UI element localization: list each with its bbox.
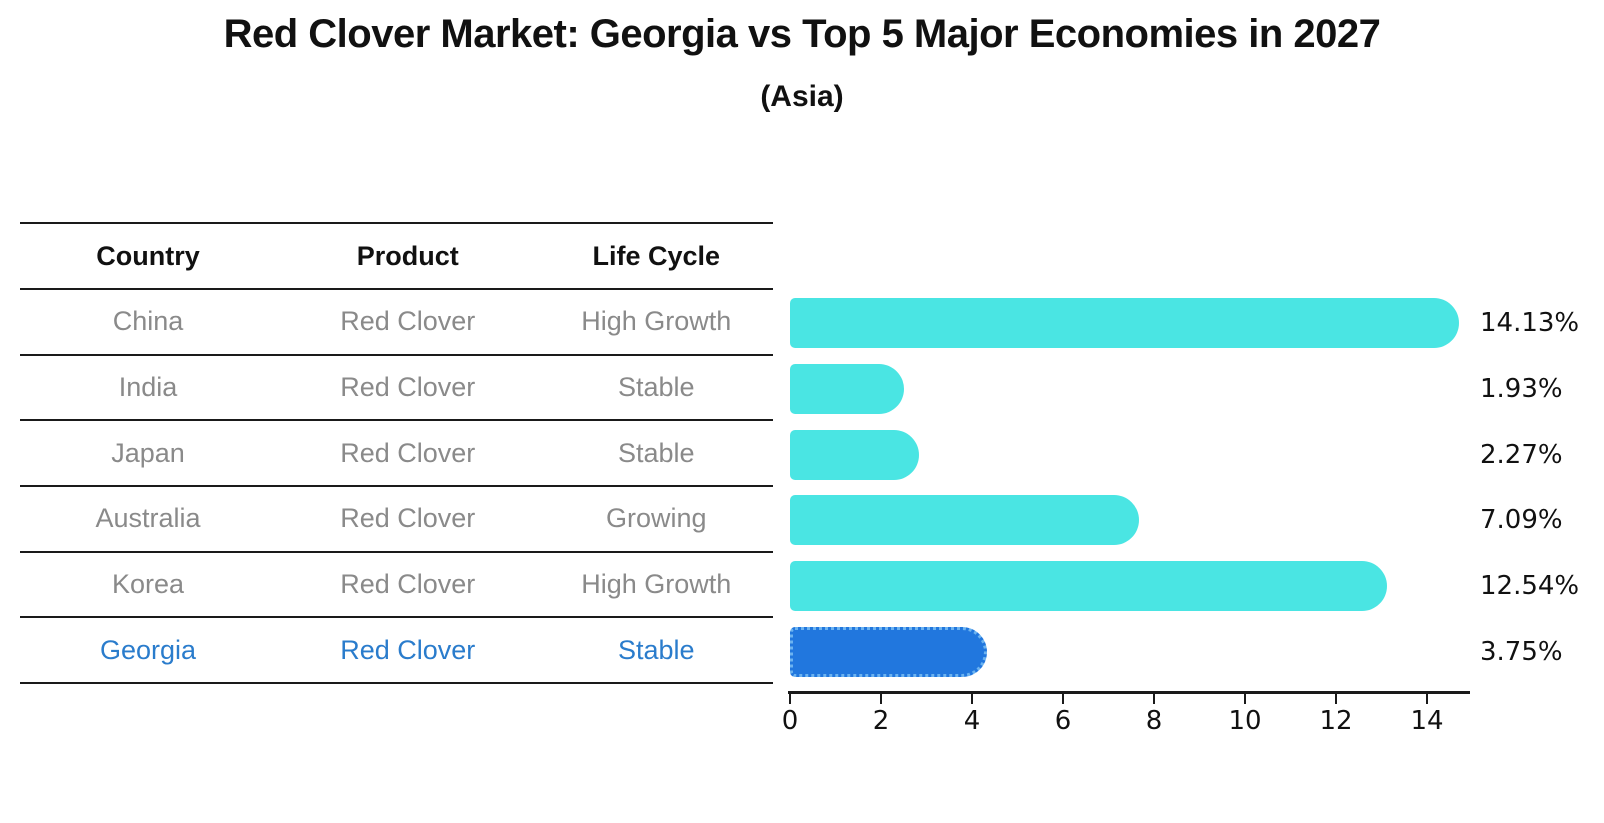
bar-value-label: 12.54% [1480, 570, 1580, 601]
cell-product: Red Clover [340, 503, 476, 534]
x-axis-tick [1425, 693, 1429, 704]
bar-japan [790, 429, 920, 480]
chart-subtitle: (Asia) [760, 80, 844, 113]
cell-country: China [112, 306, 184, 337]
bar-value-label: 7.09% [1480, 505, 1563, 536]
x-axis-tick [1152, 693, 1156, 704]
market-table: Country Product Life Cycle China Red Clo… [20, 222, 773, 685]
x-axis-tick [879, 693, 883, 704]
table-body: China Red Clover High Growth India Red C… [20, 290, 773, 685]
x-axis-tick [970, 693, 974, 704]
header-product: Product [356, 240, 459, 271]
table-row: Japan Red Clover Stable [20, 421, 773, 488]
cell-product: Red Clover [340, 437, 476, 468]
bar-georgia [790, 626, 987, 677]
chart-title: Red Clover Market: Georgia vs Top 5 Majo… [223, 12, 1381, 56]
x-axis-tick [1334, 693, 1338, 704]
cell-life-cycle: Stable [617, 372, 695, 403]
cell-product: Red Clover [340, 634, 476, 665]
x-axis-tick-label: 8 [1145, 706, 1163, 736]
header-life-cycle: Life Cycle [592, 240, 721, 271]
table-row: Korea Red Clover High Growth [20, 553, 773, 619]
cell-life-cycle: Growing [606, 503, 707, 534]
x-axis-tick-label: 12 [1319, 706, 1353, 736]
cell-product: Red Clover [340, 306, 476, 337]
cell-life-cycle: High Growth [581, 569, 732, 600]
x-axis-tick-label: 2 [872, 706, 890, 736]
x-axis-tick-label: 10 [1228, 706, 1262, 736]
cell-life-cycle: Stable [617, 437, 695, 468]
x-axis-tick-label: 4 [963, 706, 981, 736]
cell-country: Australia [95, 503, 201, 534]
table-row: Australia Red Clover Growing [20, 487, 773, 553]
x-axis-tick-label: 14 [1410, 706, 1444, 736]
header-country: Country [96, 240, 200, 271]
cell-life-cycle: Stable [617, 634, 695, 665]
x-axis-tick [1061, 693, 1065, 704]
cell-country: Japan [111, 437, 185, 468]
cell-product: Red Clover [340, 569, 476, 600]
cell-country: India [118, 372, 178, 403]
table-row: Georgia Red Clover Stable [20, 618, 773, 685]
bar-korea [790, 560, 1387, 611]
x-axis-tick [788, 693, 792, 704]
x-axis-line [788, 691, 1470, 694]
cell-country: Korea [111, 569, 185, 600]
bar-china [790, 298, 1459, 349]
cell-product: Red Clover [340, 372, 476, 403]
x-axis-tick-label: 0 [781, 706, 799, 736]
bar-value-label: 3.75% [1480, 636, 1563, 667]
cell-country: Georgia [99, 634, 197, 665]
bar-value-label: 14.13% [1480, 308, 1580, 339]
bar-india [790, 363, 904, 414]
table-row: China Red Clover High Growth [20, 290, 773, 356]
table-row: India Red Clover Stable [20, 356, 773, 422]
bar-value-label: 2.27% [1480, 439, 1563, 470]
bar-value-label: 1.93% [1480, 373, 1563, 404]
cell-life-cycle: High Growth [581, 306, 732, 337]
x-axis-tick [1243, 693, 1247, 704]
bar-australia [790, 495, 1139, 546]
x-axis-tick-label: 6 [1054, 706, 1072, 736]
table-header-row: Country Product Life Cycle [20, 222, 773, 290]
